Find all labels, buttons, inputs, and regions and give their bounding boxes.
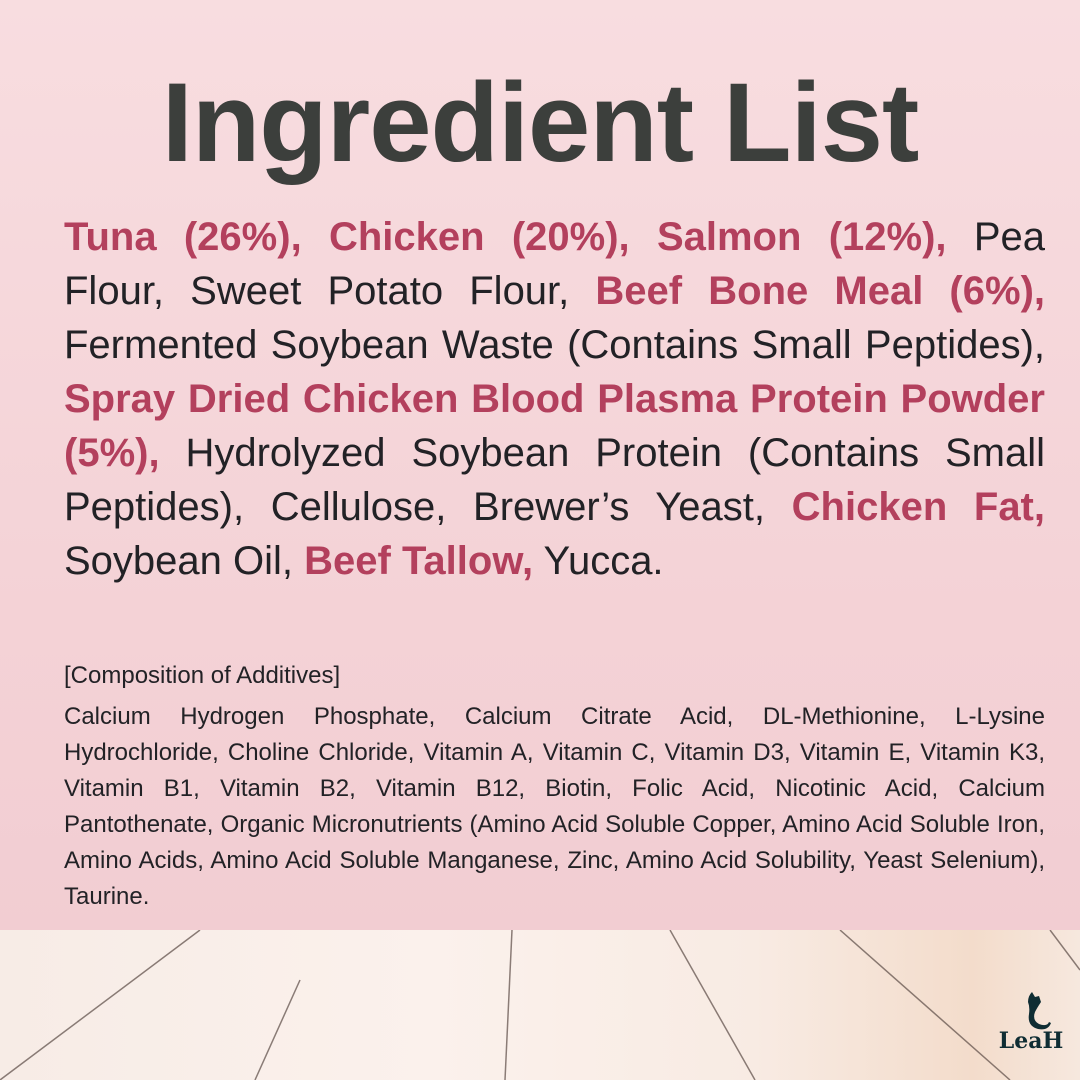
- additives-heading: [Composition of Additives]: [64, 662, 341, 689]
- highlighted-ingredient: Spray Dried Chicken Blood Plasma Protein…: [64, 377, 1045, 475]
- pink-background: [0, 0, 1080, 932]
- wood-floor-background: [0, 930, 1080, 1080]
- ingredient-text: Soybean Oil,: [64, 539, 305, 583]
- highlighted-ingredient: Tuna (26%), Chicken (20%), Salmon (12%),: [64, 215, 947, 259]
- page-title: Ingredient List: [161, 60, 920, 185]
- ingredient-text: Fermented Soybean Waste (Contains Small …: [64, 323, 1045, 367]
- ingredient-list: Tuna (26%), Chicken (20%), Salmon (12%),…: [64, 210, 1045, 588]
- additives-list: Calcium Hydrogen Phosphate, Calcium Citr…: [64, 703, 1045, 910]
- ingredient-text: Hydrolyzed Soybean Protein (Contains Sma…: [64, 431, 1045, 529]
- highlighted-ingredient: Chicken Fat,: [791, 485, 1045, 529]
- floor-planks: [0, 930, 1080, 1080]
- highlighted-ingredient: Beef Tallow,: [304, 539, 534, 583]
- brand-logo: LeaH: [996, 990, 1066, 1070]
- ingredient-text: Pea Flour, Sweet Potato Flour,: [64, 215, 1045, 313]
- ingredient-text: Yucca.: [533, 539, 664, 583]
- logo-text: LeaH: [998, 1028, 1064, 1054]
- highlighted-ingredient: Beef Bone Meal (6%),: [595, 269, 1045, 313]
- cat-icon: [1028, 992, 1051, 1030]
